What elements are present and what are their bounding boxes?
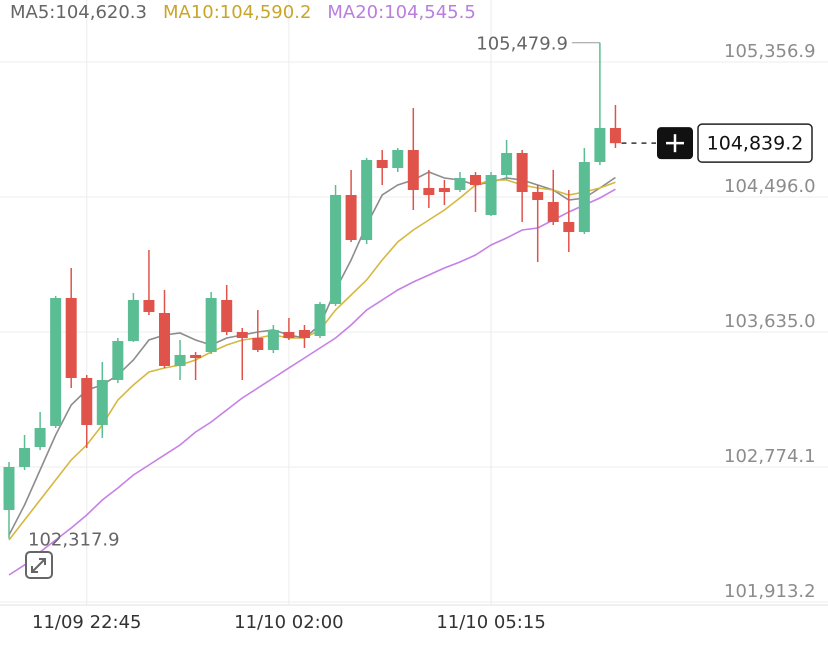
ma-line: [8, 188, 616, 576]
legend-entry: MA20:104,545.5: [327, 2, 475, 23]
candle-body: [159, 312, 170, 366]
candle-body: [112, 340, 124, 380]
ma-line: [8, 179, 616, 541]
y-tick-label: 103,635.0: [724, 311, 816, 332]
y-tick-label: 104,496.0: [724, 176, 816, 197]
candle-body: [50, 297, 62, 426]
candle-body: [205, 297, 217, 352]
candle-body: [361, 159, 373, 240]
candle-body: [578, 161, 590, 232]
candle-body: [298, 329, 310, 338]
candle-body: [19, 447, 31, 467]
x-tick-label: 11/10 05:15: [436, 612, 545, 633]
y-tick-label: 101,913.2: [724, 581, 816, 602]
low-label: 102,317.9: [28, 530, 120, 551]
candle-body: [221, 299, 233, 332]
last-price-box: [697, 123, 813, 163]
candle-body: [252, 337, 264, 350]
y-tick-label: 102,774.1: [724, 446, 816, 467]
candle-body: [454, 177, 466, 190]
candle-body: [127, 299, 139, 341]
candle-body: [143, 299, 155, 312]
candle-body: [81, 377, 93, 425]
legend-entry: MA5:104,620.3: [10, 2, 147, 23]
candle-body: [470, 174, 481, 185]
expand-icon[interactable]: [25, 551, 53, 579]
y-tick-label: 105,356.9: [724, 41, 816, 62]
candle-body: [96, 379, 108, 425]
candle-body: [3, 466, 15, 510]
candle-body: [283, 331, 295, 338]
ma-line: [8, 171, 616, 536]
x-tick-label: 11/10 02:00: [234, 612, 343, 633]
candle-body: [330, 194, 342, 304]
candle-body: [485, 174, 497, 216]
candle-body: [267, 329, 279, 350]
candle-body: [376, 159, 388, 168]
candle-body: [423, 187, 435, 195]
grid: [0, 0, 828, 605]
candle-body: [65, 297, 77, 378]
candle-body: [547, 202, 559, 222]
labels: 101,913.2 102,774.1 103,635.0 104,496.0 105,…: [10, 2, 816, 633]
candle-body: [236, 331, 248, 338]
candle-body: [438, 187, 450, 192]
plot: [3, 42, 621, 576]
candle-body: [34, 427, 46, 447]
x-tick-label: 11/09 22:45: [32, 612, 141, 633]
candle-body: [190, 354, 202, 358]
candle-body: [501, 152, 513, 175]
candle-body: [314, 303, 326, 336]
candle-body: [174, 354, 186, 366]
candle-body: [392, 150, 404, 168]
candle-body: [407, 150, 419, 190]
candle-body: [516, 152, 528, 192]
candle-body: [532, 191, 544, 200]
candle-body: [563, 221, 575, 232]
high-label: 105,479.9: [476, 34, 568, 55]
candle-body: [609, 128, 621, 144]
last-price-label: 104,839.2: [707, 133, 804, 155]
candle-body: [345, 194, 357, 240]
legend-entry: MA10:104,590.2: [163, 2, 311, 23]
candle-body: [594, 128, 606, 162]
